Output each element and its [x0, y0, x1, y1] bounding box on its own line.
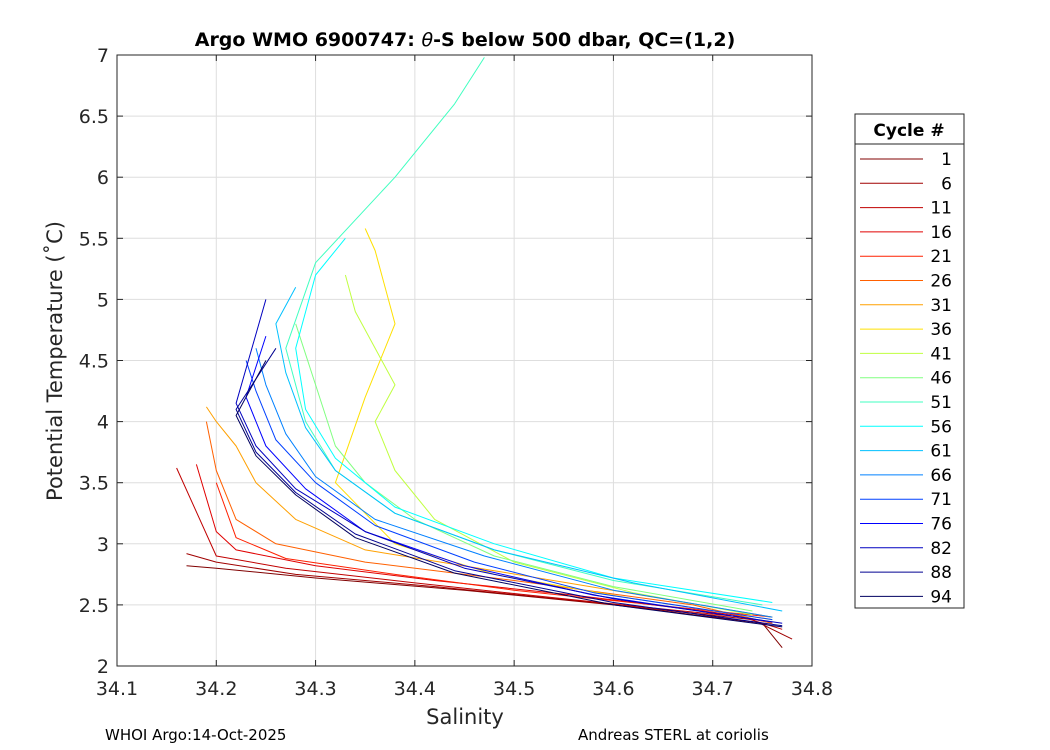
series-line-cycle-51 — [285, 57, 763, 606]
axis-ticks: 34.1 34.2 34.3 34.4 34.5 34.6 34.7 34.8 2 2.5 3 3.5… — [79, 45, 833, 700]
footer-author: Andreas STERL at coriolis — [578, 726, 769, 744]
y-tick-label: 6.5 — [79, 106, 109, 128]
chart-title-prefix: Argo WMO 6900747: — [195, 29, 422, 51]
y-tick-label: 4.5 — [79, 351, 109, 373]
y-axis-label: Potential Temperature (˚C) — [43, 221, 67, 501]
series-line-cycle-16 — [195, 464, 773, 624]
series-line-cycle-71 — [245, 360, 773, 621]
legend-label-21: 21 — [930, 247, 952, 267]
y-tick-label: 2.5 — [79, 595, 109, 617]
legend-label-1: 1 — [941, 150, 952, 170]
series-line-cycle-41 — [344, 274, 753, 616]
footer-source-date: WHOI Argo:14-Oct-2025 — [105, 726, 287, 744]
legend-label-26: 26 — [930, 272, 952, 292]
legend-label-82: 82 — [930, 539, 952, 559]
legend-title: Cycle # — [873, 121, 944, 141]
y-tick-label: 4 — [97, 412, 109, 434]
chart-title: Argo WMO 6900747: θ-S below 500 dbar, QC… — [195, 29, 736, 51]
legend-label-51: 51 — [930, 393, 952, 413]
grid-lines — [117, 55, 812, 666]
x-tick-label: 34.3 — [294, 678, 336, 700]
series-line-cycle-66 — [255, 348, 773, 618]
y-tick-label: 5 — [97, 289, 109, 311]
legend: Cycle # 16111621263136414651566166717682… — [854, 113, 965, 609]
x-tick-label: 34.7 — [692, 678, 734, 700]
series-line-cycle-6 — [186, 553, 793, 640]
x-tick-label: 34.1 — [96, 678, 138, 700]
series-line-cycle-31 — [205, 406, 773, 618]
legend-label-76: 76 — [930, 515, 952, 535]
y-tick-label: 3.5 — [79, 473, 109, 495]
legend-label-46: 46 — [930, 369, 952, 389]
legend-label-94: 94 — [930, 587, 952, 607]
series-line-cycle-46 — [295, 323, 753, 612]
x-tick-label: 34.8 — [791, 678, 833, 700]
x-tick-label: 34.5 — [493, 678, 535, 700]
chart-title-suffix: -S below 500 dbar, QC=(1,2) — [433, 29, 735, 51]
legend-box — [854, 113, 965, 609]
series-line-cycle-61 — [275, 286, 783, 612]
legend-label-66: 66 — [930, 466, 952, 486]
legend-label-56: 56 — [930, 417, 952, 437]
y-tick-label: 3 — [97, 534, 109, 556]
legend-label-88: 88 — [930, 563, 952, 583]
series-line-cycle-94 — [235, 360, 783, 628]
x-tick-label: 34.2 — [195, 678, 237, 700]
legend-label-11: 11 — [930, 199, 952, 219]
legend-label-61: 61 — [930, 442, 952, 462]
y-tick-label: 6 — [97, 167, 109, 189]
legend-label-16: 16 — [930, 223, 952, 243]
legend-label-6: 6 — [941, 174, 952, 194]
legend-label-71: 71 — [930, 490, 952, 510]
series-line-cycle-26 — [205, 421, 773, 624]
x-tick-label: 34.4 — [394, 678, 436, 700]
legend-label-31: 31 — [930, 296, 952, 316]
chart-title-theta: θ — [421, 29, 433, 51]
legend-label-41: 41 — [930, 344, 952, 364]
legend-label-36: 36 — [930, 320, 952, 340]
x-axis-label: Salinity — [426, 705, 504, 729]
series-curves — [176, 57, 793, 649]
x-tick-label: 34.6 — [592, 678, 634, 700]
y-tick-label: 5.5 — [79, 228, 109, 250]
series-line-cycle-56 — [295, 237, 773, 603]
series-line-cycle-88 — [235, 348, 783, 627]
y-tick-label: 2 — [97, 656, 109, 678]
y-tick-label: 7 — [97, 45, 109, 67]
